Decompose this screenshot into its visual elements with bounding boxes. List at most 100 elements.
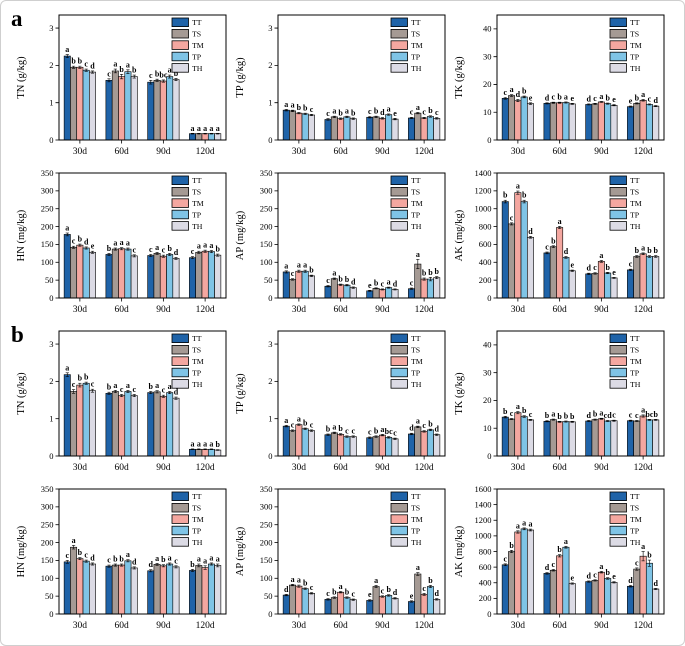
sig-letter: a [197, 242, 201, 251]
bar-TP-30d [82, 69, 90, 141]
x-tick-label: 30d [73, 621, 88, 631]
legend-label-TT: TT [630, 18, 640, 27]
bar-TP-120d [207, 563, 215, 615]
bar-TP-60d [343, 116, 351, 141]
sig-letter: c [410, 279, 414, 288]
y-tick-label: 3 [49, 339, 53, 349]
sig-letter: b [374, 426, 379, 435]
bar-TM-120d [639, 253, 647, 299]
x-tick-label: 60d [553, 463, 568, 473]
bar-TH-120d [214, 449, 222, 457]
sig-letter: c [326, 589, 330, 598]
sig-letter: b [345, 275, 350, 284]
legend-label-TH: TH [630, 222, 641, 231]
bar-TM-90d [159, 80, 167, 141]
panel-label-b: b [11, 322, 24, 347]
sig-letter: b [503, 407, 508, 416]
bar-TM-90d [597, 101, 605, 141]
x-tick-label: 60d [115, 147, 130, 157]
sig-letter: b [303, 419, 308, 428]
bar-TS-60d [111, 248, 119, 299]
plot-box [58, 330, 227, 457]
sig-letter: b [332, 587, 337, 596]
y-tick-label: 200 [41, 537, 54, 547]
bar-TM-90d [159, 255, 167, 299]
bar-TM-120d [639, 99, 647, 141]
sig-letter: a [303, 261, 307, 270]
sig-letter: d [90, 61, 95, 70]
charts-grid: 0 1 2 3 TN (g/kg) 30d a b b c d 60d c a b a b 90d c b bc a b 12… [13, 7, 670, 639]
sig-letter: d [653, 579, 658, 588]
bar-TM-90d [378, 596, 386, 615]
sig-letter: b [155, 70, 160, 79]
x-tick-label: 120d [196, 621, 215, 631]
legend-swatch-TH [390, 537, 408, 547]
sig-letter: b [564, 412, 569, 421]
bar-TS-90d [372, 436, 380, 457]
sig-letter: b [78, 235, 83, 244]
bar-TP-120d [426, 116, 434, 141]
sig-letter: d [434, 424, 439, 433]
sig-letter: a [209, 439, 213, 448]
sig-letter: a [197, 439, 201, 448]
bar-TP-60d [562, 421, 570, 457]
y-tick-label: 1 [268, 413, 272, 423]
bar-TM-120d [201, 250, 209, 299]
y-tick-label: 3 [268, 339, 272, 349]
bar-TP-30d [301, 113, 309, 141]
chart-b-ak: 0 200 400 600 800 1000 1200 1400 1600 AK (mg/kg) 3… [451, 481, 670, 639]
sig-letter: a [416, 250, 420, 259]
y-tick-label: 600 [479, 562, 492, 572]
sig-letter: c [529, 410, 533, 419]
sig-letter: c [310, 583, 314, 592]
legend-swatch-TM [609, 514, 627, 524]
legend-swatch-TH [609, 63, 627, 73]
bar-TM-60d [337, 118, 345, 141]
legend-swatch-TT [390, 491, 408, 502]
legend-label-TM: TM [630, 41, 642, 50]
sig-letter: b [119, 555, 124, 564]
bar-TH-30d [527, 419, 534, 457]
y-axis-label: HN (mg/kg) [16, 525, 27, 577]
bar-TM-120d [201, 133, 209, 141]
sig-letter: d [84, 237, 89, 246]
sig-letter: a [126, 60, 130, 69]
bar-TS-60d [111, 391, 119, 457]
sig-letter: c [91, 380, 95, 389]
sig-letter: d [628, 576, 633, 585]
sig-letter: a [516, 521, 520, 530]
legend-label-TP: TP [411, 52, 421, 61]
sig-letter: d [409, 424, 414, 433]
bar-TP-30d [520, 528, 528, 615]
legend-swatch-TP [390, 367, 408, 378]
bar-TS-30d [70, 391, 78, 457]
y-tick-label: 250 [41, 520, 54, 530]
legend-swatch-TT [390, 175, 408, 186]
x-tick-label: 90d [156, 621, 171, 631]
sig-letter: a [126, 550, 130, 559]
y-tick-label: 0 [487, 609, 491, 619]
sig-letter: e [570, 94, 574, 103]
x-tick-label: 120d [634, 147, 653, 157]
sig-letter: c [326, 109, 330, 118]
bar-TT-60d [324, 434, 332, 457]
y-tick-label: 250 [260, 204, 273, 214]
bar-TM-30d [76, 66, 84, 141]
bar-TT-60d [543, 252, 551, 299]
sig-letter: a [599, 92, 603, 101]
sig-letter: c [310, 420, 314, 429]
legend-label-TT: TT [411, 334, 421, 343]
y-axis-label: AK (mg/kg) [454, 525, 465, 577]
bar-TM-60d [556, 227, 564, 299]
chart-b-tp: 0 1 2 3 TP (g/kg) 30d a c a b c 60d b a b c c 90d c b a bc c 12… [232, 323, 451, 481]
bar-TP-120d [645, 256, 653, 299]
sig-letter: d [653, 96, 658, 105]
bar-TT-90d [585, 273, 593, 299]
y-tick-label: 350 [41, 484, 54, 494]
sig-letter: a [599, 562, 603, 571]
bar-TH-60d [349, 118, 357, 141]
bar-TP-90d [166, 563, 174, 615]
y-tick-label: 1600 [475, 484, 492, 494]
sig-letter: e [570, 261, 574, 270]
